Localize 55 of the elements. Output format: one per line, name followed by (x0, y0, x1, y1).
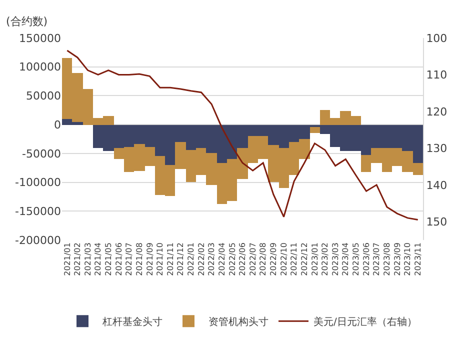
legend-label: 资管机构头寸 (208, 316, 268, 328)
x-tick-label: 2021/10 (156, 242, 165, 276)
y-tick-label: -100000 (15, 176, 61, 190)
x-tick-label: 2023/01 (310, 242, 320, 276)
x-tick-label: 2023/03 (330, 242, 340, 276)
x-tick-label: 2021/09 (145, 242, 154, 276)
x-tick-label: 2021/04 (94, 242, 103, 276)
x-tick-label: 2023/02 (320, 242, 330, 276)
x-tick-label: 2022/08 (258, 242, 268, 276)
x-tick-label: 2022/06 (238, 242, 248, 276)
bar (310, 127, 320, 133)
x-tick-label: 2022/02 (196, 242, 206, 276)
x-tick-label: 2022/10 (279, 242, 288, 276)
y-tick-label: -200000 (15, 234, 61, 247)
x-tick-label: 2022/09 (269, 242, 278, 276)
x-tick-label: 2021/08 (134, 242, 144, 276)
y2-tick-label: 130 (426, 142, 448, 156)
y2-tick-label: 110 (426, 68, 448, 82)
y-tick-label: 150000 (19, 32, 61, 45)
x-tick-label: 2023/06 (362, 242, 371, 276)
x-tick-label: 2021/07 (124, 242, 134, 276)
y2-tick-label: 100 (426, 32, 448, 45)
legend-label: 美元/日元汇率（右轴） (314, 316, 417, 328)
y2-tick-label: 150 (426, 215, 448, 228)
y2-tick-label: 120 (426, 105, 448, 118)
x-tick-label: 2023/11 (413, 242, 422, 276)
x-tick-label: 2022/11 (290, 242, 299, 276)
x-tick-label: 2021/05 (104, 242, 114, 276)
x-tick-label: 2021/06 (114, 242, 124, 276)
x-tick-label: 2023/04 (341, 242, 350, 276)
y-tick-label: 0 (54, 118, 61, 132)
x-tick-label: 2022/03 (207, 242, 216, 276)
x-tick-label: 2022/04 (217, 242, 226, 276)
x-tick-label: 2023/08 (382, 242, 392, 276)
y-tick-label: 100000 (19, 60, 61, 74)
y-tick-label: -50000 (22, 147, 61, 160)
y-axis-title: (合约数) (6, 15, 48, 28)
x-tick-label: 2023/09 (392, 242, 402, 276)
y2-tick-label: 140 (426, 178, 448, 192)
line-series (66, 50, 419, 221)
x-tick-label: 2022/07 (248, 242, 258, 276)
y-tick-label: 50000 (26, 90, 61, 103)
x-tick-label: 2023/05 (352, 242, 361, 276)
x-tick-label: 2021/02 (73, 242, 82, 276)
x-tick-label: 2022/12 (300, 242, 309, 276)
x-tick-label: 2022/01 (186, 242, 196, 276)
x-tick-label: 2022/05 (228, 242, 237, 276)
x-tick-label: 2021/12 (176, 242, 186, 276)
y-tick-label: -150000 (15, 204, 61, 218)
x-tick-label: 2023/10 (403, 242, 412, 276)
x-tick-label: 2021/01 (62, 242, 72, 276)
x-tick-label: 2021/03 (83, 242, 92, 276)
x-tick-label: 2023/07 (372, 242, 382, 276)
legend-label: 杠杆基金头寸 (102, 316, 162, 328)
x-tick-label: 2021/11 (166, 242, 175, 276)
